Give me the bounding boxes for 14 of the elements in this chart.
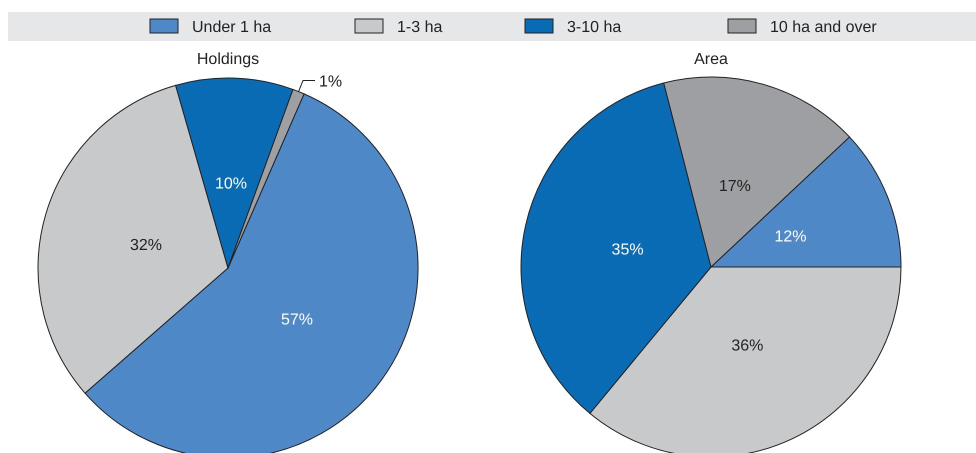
legend-label: 10 ha and over xyxy=(770,19,878,36)
data-label: 1% xyxy=(319,73,342,90)
legend-label: Under 1 ha xyxy=(192,19,272,36)
text: Holdings xyxy=(196,51,260,68)
legend-label: 3-10 ha xyxy=(567,19,622,36)
legend-label: 1-3 ha xyxy=(397,19,442,36)
data-label: 32% xyxy=(130,236,162,254)
chart-title: Area xyxy=(694,51,728,68)
data-label: 17% xyxy=(718,178,751,195)
data-label: 12% xyxy=(774,228,807,246)
data-label: 36% xyxy=(731,337,764,354)
data-label: 10% xyxy=(214,176,247,193)
data-label: 35% xyxy=(612,241,644,258)
data-label: 57% xyxy=(280,311,314,328)
